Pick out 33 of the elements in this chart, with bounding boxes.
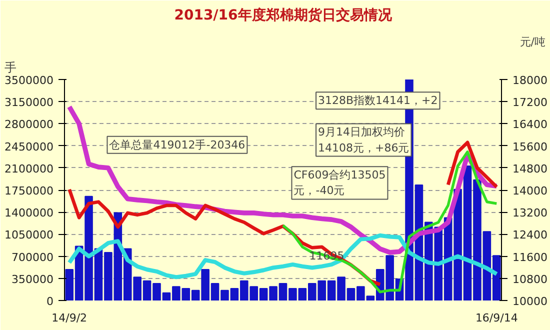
y2-tick-label: 13200: [512, 206, 548, 220]
y2-tick-label: 12400: [512, 228, 548, 242]
chart-title: 2013/16年度郑棉期货日交易情况: [174, 6, 393, 24]
y-axis-title: 手: [4, 60, 16, 74]
y2-tick-label: 17200: [512, 96, 548, 110]
annotation: CF609合约13505 元，-40元: [294, 168, 386, 198]
y-tick-label: 3150000: [4, 96, 54, 110]
line-series: [67, 233, 499, 280]
x-tick-label: 16/9/14: [475, 312, 518, 324]
y-tick-label: 2450000: [4, 140, 54, 154]
y2-tick-label: 18000: [512, 74, 548, 87]
y-tick-label: 0: [46, 295, 54, 308]
y-tick-label: 1750000: [4, 184, 54, 198]
y2-tick-label: 14000: [512, 184, 548, 198]
y2-tick-label: 14800: [512, 162, 548, 176]
y-tick-label: 2800000: [4, 118, 54, 132]
y-tick-label: 350000: [12, 272, 54, 286]
annotation: 9月14日加权均价 14108元，+86元: [318, 126, 410, 154]
annotation: 11695: [309, 250, 344, 263]
y2-tick-label: 15600: [512, 140, 548, 154]
annotation: 仓单总量419012手-20346: [109, 138, 246, 152]
y2-axis-title: 元/吨: [520, 36, 546, 48]
y-tick-label: 700000: [12, 250, 54, 264]
y2-tick-label: 10800: [512, 272, 548, 286]
y-tick-label: 1050000: [4, 228, 54, 242]
y2-tick-label: 10000: [512, 295, 548, 308]
y-tick-label: 3500000: [4, 74, 54, 87]
y-tick-label: 1400000: [4, 206, 54, 220]
y-tick-label: 2100000: [4, 162, 54, 176]
annotation: 3128B指数14141，+2: [318, 94, 438, 108]
x-tick-label: 14/9/2: [52, 312, 88, 324]
y2-tick-label: 16400: [512, 118, 548, 132]
y2-tick-label: 11600: [512, 250, 548, 264]
